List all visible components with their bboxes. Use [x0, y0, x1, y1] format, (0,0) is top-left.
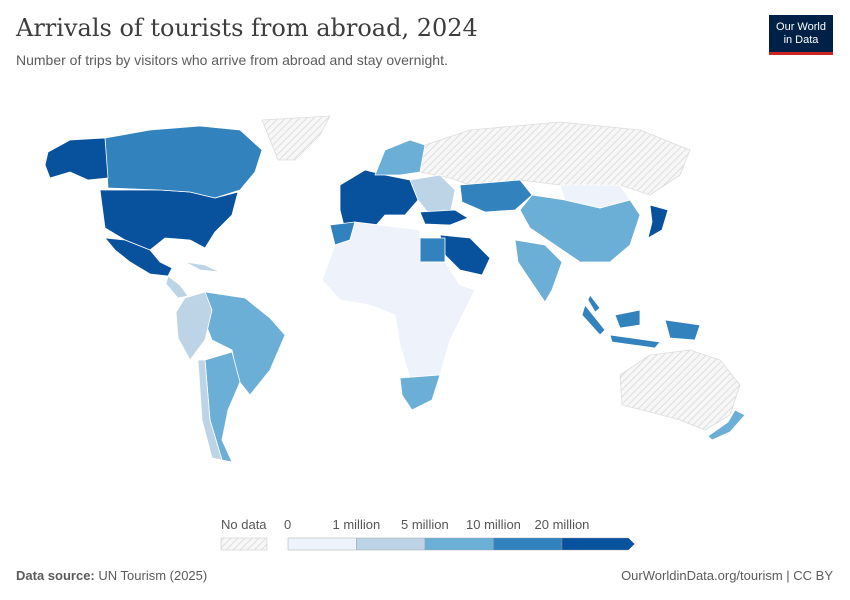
source-label: Data source:: [16, 568, 95, 583]
country-australia[interactable]: [619, 349, 741, 431]
chart-subtitle: Number of trips by visitors who arrive f…: [16, 52, 448, 68]
country-north-central-africa[interactable]: [321, 221, 476, 379]
country-greenland[interactable]: [261, 115, 331, 161]
legend-bin-0[interactable]: [287, 537, 357, 551]
country-egypt[interactable]: [419, 237, 446, 263]
country-kazakhstan[interactable]: [459, 179, 533, 213]
legend-tick-label: 20 million: [534, 517, 590, 532]
legend-tick-label: 0: [284, 517, 292, 532]
url-license-link[interactable]: OurWorldinData.org/tourism | CC BY: [621, 568, 833, 583]
legend-bar: [220, 537, 635, 551]
legend-no-data-label: No data: [221, 517, 267, 532]
country-russia[interactable]: [419, 121, 691, 196]
legend-tick-label: 1 million: [332, 517, 381, 532]
country-india[interactable]: [514, 239, 563, 303]
legend-bin-2[interactable]: [424, 537, 494, 551]
country-mexico[interactable]: [104, 237, 173, 277]
world-map: [44, 115, 746, 463]
legend-bin-4[interactable]: [561, 537, 635, 551]
country-western-europe[interactable]: [339, 169, 419, 231]
country-alaska[interactable]: [44, 137, 109, 181]
country-canada[interactable]: [104, 125, 263, 199]
country-chile[interactable]: [197, 359, 223, 461]
logo-text: Our World in Data: [776, 20, 826, 46]
country-indonesia[interactable]: [581, 304, 701, 349]
legend-bin-1[interactable]: [356, 537, 426, 551]
country-central-america-caribbean[interactable]: [165, 261, 221, 299]
legend-no-data-swatch: [220, 537, 268, 551]
data-source: Data source: UN Tourism (2025): [16, 568, 207, 583]
country-new-zealand[interactable]: [707, 409, 746, 441]
country-colombia-peru[interactable]: [175, 291, 213, 361]
country-nordic-countries[interactable]: [374, 139, 426, 176]
map-legend: No data 0 1 million 5 million 10 million 20 …: [0, 515, 850, 555]
owid-logo[interactable]: Our World in Data: [769, 15, 833, 55]
legend-bin-3[interactable]: [493, 537, 563, 551]
country-south-africa[interactable]: [399, 374, 441, 411]
source-value: UN Tourism (2025): [98, 568, 208, 583]
country-turkey[interactable]: [419, 209, 469, 226]
chart-title: Arrivals of tourists from abroad, 2024: [16, 14, 478, 42]
legend-tick-label: 5 million: [401, 517, 449, 532]
country-eastern-europe[interactable]: [409, 174, 456, 216]
country-brazil[interactable]: [204, 291, 286, 396]
country-mongolia[interactable]: [559, 184, 631, 209]
country-japan[interactable]: [647, 204, 669, 239]
country-malaysia[interactable]: [587, 294, 601, 313]
legend-tick-label: 10 million: [466, 517, 521, 532]
